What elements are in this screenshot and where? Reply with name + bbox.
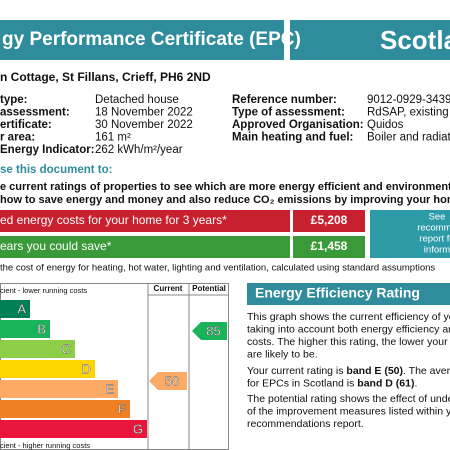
detail-value: Quidos	[367, 119, 404, 131]
detail-value: 30 November 2022	[95, 119, 193, 131]
see-line: inform	[424, 245, 450, 256]
band-letter: A	[17, 301, 26, 316]
address: n Cottage, St Fillans, Crieff, PH6 2ND	[0, 70, 211, 84]
rating-text: Your current rating is band E (50). The …	[247, 365, 450, 377]
potential-rating-value: 85	[206, 323, 220, 338]
rating-text: costs. The higher this rating, the lower…	[247, 336, 450, 348]
rating-text-part: .	[414, 377, 417, 389]
rating-band	[0, 380, 118, 398]
band-letter: C	[62, 341, 71, 356]
cost-cell	[293, 210, 365, 232]
rating-band	[0, 300, 30, 318]
rating-text-part: . The avera	[403, 365, 450, 377]
rating-heading-box	[247, 283, 450, 305]
rating-text: This graph shows the current efficiency …	[247, 311, 450, 323]
detail-label: ertificate:	[0, 119, 52, 131]
detail-label: assessment:	[0, 107, 70, 119]
rating-text-part: for EPCs in Scotland is	[247, 377, 357, 389]
see-line: See	[429, 212, 446, 223]
see-line: report fo	[419, 234, 450, 245]
detail-label: type:	[0, 94, 27, 106]
header-bar	[0, 20, 284, 60]
current-rating-arrow	[149, 372, 187, 390]
column-header: Current	[154, 284, 183, 293]
rating-text: recommendations report.	[247, 418, 364, 430]
cost-value: £5,208	[311, 213, 348, 227]
detail-value: 18 November 2022	[95, 107, 193, 119]
detail-label: Type of assessment:	[232, 107, 345, 119]
band-letter: G	[133, 421, 143, 436]
rating-note: cient - higher running costs	[0, 441, 90, 450]
band-letter: E	[105, 381, 114, 396]
detail-label: Main heating and fuel:	[232, 132, 353, 144]
rating-band	[0, 400, 130, 418]
rating-text-part: Your current rating is	[247, 365, 346, 377]
rating-heading: Energy Efficiency Rating	[255, 285, 420, 301]
rating-band	[0, 320, 50, 338]
rating-text: for EPCs in Scotland is band D (61).	[247, 377, 417, 389]
see-line: recomme	[417, 223, 450, 234]
detail-value: 262 kWh/m²/year	[95, 144, 183, 156]
detail-value: 9012-0929-3439-	[367, 94, 450, 106]
rating-text: of the improvement measures listed withi…	[247, 405, 450, 417]
detail-value: Boiler and radiato	[367, 132, 450, 144]
rating-band	[0, 340, 75, 358]
band-letter: B	[37, 321, 46, 336]
costs-note: the cost of energy for heating, hot wate…	[0, 263, 435, 274]
header-country-bar	[290, 20, 450, 60]
column-header: Potential	[192, 284, 226, 293]
cost-label: ed energy costs for your home for 3 year…	[0, 213, 227, 227]
rating-band	[0, 360, 95, 378]
detail-label: Reference number:	[232, 94, 337, 106]
current-rating-value: 50	[165, 373, 179, 388]
rating-text: taking into account both energy efficien…	[247, 323, 450, 335]
rating-band	[0, 420, 147, 438]
cost-label: ears you could save*	[0, 239, 112, 253]
rating-text: are likely to be.	[247, 348, 318, 360]
rating-text-part: band D (61)	[357, 377, 414, 389]
rating-note: cient - lower running costs	[0, 286, 87, 295]
cost-row	[0, 236, 290, 258]
header-title: gy Performance Certificate (EPC)	[2, 29, 301, 50]
cost-row	[0, 210, 290, 232]
see-box	[370, 210, 450, 258]
detail-value: RdSAP, existing c	[367, 107, 450, 119]
header-country: Scotla	[380, 25, 450, 55]
detail-value: 161 m²	[95, 132, 131, 144]
cost-cell	[293, 236, 365, 258]
band-letter: F	[118, 401, 126, 416]
detail-label: r area:	[0, 132, 35, 144]
detail-label: Approved Organisation:	[232, 119, 364, 131]
use-heading: se this document to:	[0, 164, 112, 176]
detail-value: Detached house	[95, 94, 179, 106]
use-line: how to save energy and money and also re…	[0, 194, 450, 206]
use-line: e current ratings of properties to see w…	[0, 181, 450, 193]
detail-label: Energy Indicator:	[0, 144, 95, 156]
potential-rating-arrow	[192, 322, 227, 340]
cost-value: £1,458	[311, 239, 348, 253]
rating-text-part: band E (50)	[346, 365, 403, 377]
rating-text: The potential rating shows the effect of…	[247, 393, 450, 405]
band-letter: D	[82, 361, 91, 376]
